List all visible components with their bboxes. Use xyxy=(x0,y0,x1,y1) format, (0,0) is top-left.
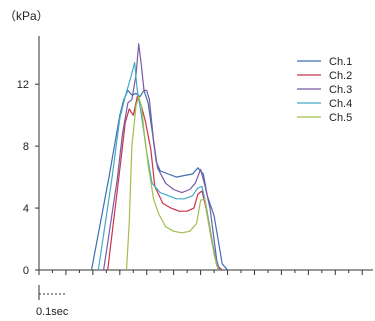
legend-label-3: Ch.3 xyxy=(329,84,352,96)
series-line-4 xyxy=(97,61,221,271)
x-axis-ticks xyxy=(38,270,363,275)
legend-label-2: Ch.2 xyxy=(329,70,352,82)
y-tick-label: 4 xyxy=(23,203,29,215)
legend-label-4: Ch.4 xyxy=(329,98,352,110)
y-axis-ticks: 0 4 8 12 xyxy=(17,79,39,277)
time-scale-bar: 0.1sec xyxy=(36,285,69,318)
scale-bar-label: 0.1sec xyxy=(36,306,69,318)
series-lines xyxy=(90,43,228,271)
legend-label-1: Ch.1 xyxy=(329,56,352,68)
y-tick-label: 8 xyxy=(23,141,29,153)
series-line-3 xyxy=(103,43,221,271)
y-tick-label: 0 xyxy=(23,265,29,277)
y-axis-label: （kPa） xyxy=(4,9,49,23)
series-line-5 xyxy=(125,96,219,271)
y-tick-label: 12 xyxy=(17,79,29,91)
series-line-2 xyxy=(107,96,223,271)
legend: Ch.1 Ch.2 Ch.3 Ch.4 Ch.5 xyxy=(297,56,352,124)
legend-label-5: Ch.5 xyxy=(329,112,352,124)
